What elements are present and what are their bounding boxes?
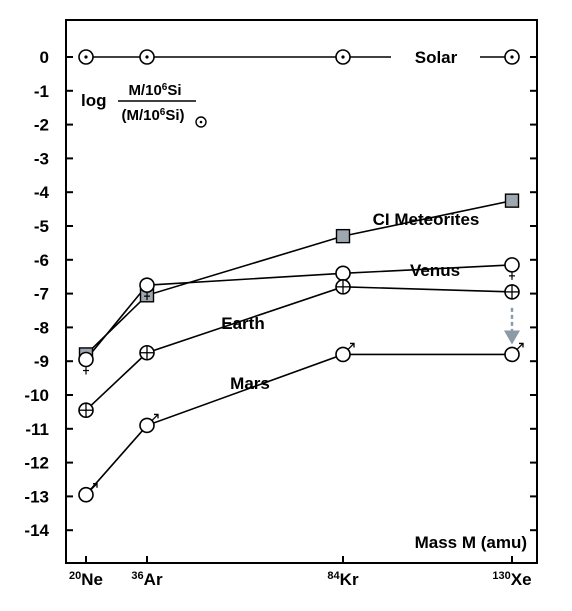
mars-line (85, 353, 512, 496)
y-label-prefix: log (81, 91, 107, 110)
y-label-numerator: M/106Si (128, 82, 181, 99)
mars-point (504, 342, 524, 363)
y-tick-label: -5 (34, 217, 49, 236)
sun-icon-dot (145, 55, 149, 59)
venus-icon (504, 257, 520, 273)
x-tick-label: 84Kr (327, 570, 359, 589)
mars-icon (139, 417, 155, 434)
venus-icon (78, 351, 94, 368)
solar-point (78, 49, 94, 65)
mars-icon-arrow (90, 483, 98, 491)
sun-icon-dot (84, 55, 88, 59)
y-tick-label: -4 (34, 183, 50, 202)
earth-label: Earth (221, 314, 264, 333)
y-tick-label: -1 (34, 82, 49, 101)
venus-point (504, 257, 520, 280)
mars-label: Mars (230, 374, 270, 393)
mars-point (139, 413, 159, 434)
mars-icon-head (93, 483, 98, 488)
mars-icon-arrow (151, 413, 159, 421)
earth-line (85, 286, 513, 411)
y-label-denominator: (M/106Si) (121, 107, 184, 124)
y-tick-label: -10 (24, 386, 49, 405)
y-tick-label: -7 (34, 285, 49, 304)
mars-icon (78, 486, 94, 503)
ci-meteorites-point (504, 193, 520, 208)
venus-icon (139, 277, 155, 293)
mars-icon-arrow (347, 342, 355, 350)
ci-meteorites-line (85, 199, 513, 356)
solar-point (139, 49, 155, 65)
mars-point (78, 483, 98, 503)
sun-icon-dot (199, 120, 203, 124)
x-tick-label: 130Xe (492, 570, 531, 589)
solar-point (335, 49, 351, 65)
x-tick-label: 36Ar (131, 570, 163, 589)
venus-icon (335, 265, 351, 282)
earth-point (335, 279, 351, 295)
venus-label: Venus (410, 261, 460, 280)
y-tick-label: -8 (34, 318, 49, 337)
y-tick-label: -6 (34, 251, 49, 270)
y-tick-label: -12 (24, 454, 49, 473)
ci-meteorites-label: CI Meteorites (373, 210, 480, 229)
sun-icon-dot (341, 55, 345, 59)
square-icon (504, 193, 520, 208)
mars-icon-head (154, 413, 159, 419)
y-tick-label: -14 (24, 521, 49, 540)
mars-icon (504, 346, 520, 363)
dashed-arrow-head (504, 330, 520, 345)
y-tick-label: -13 (24, 487, 49, 506)
sun-icon-dot (510, 55, 514, 59)
earth-point (504, 284, 520, 300)
plot-frame (65, 19, 538, 564)
y-tick-label: -2 (34, 116, 49, 135)
mars-icon-head (350, 342, 355, 348)
mars-point (335, 342, 355, 363)
y-tick-label: -3 (34, 149, 49, 168)
ci-meteorites-point (335, 228, 351, 244)
x-tick-label: 20Ne (69, 570, 103, 589)
venus-line (85, 264, 513, 361)
earth-point (78, 402, 94, 419)
y-tick-label: -9 (34, 352, 49, 371)
earth-point (139, 344, 155, 361)
solar-label: Solar (415, 48, 458, 67)
y-tick-label: 0 (40, 48, 49, 67)
venus-point (78, 351, 94, 375)
mars-icon-head (519, 342, 524, 348)
y-tick-label: -11 (25, 420, 49, 439)
venus-point (139, 277, 155, 301)
x-axis-label: Mass M (amu) (415, 533, 527, 552)
solar-point (504, 49, 520, 65)
square-icon (335, 228, 351, 244)
mars-icon (335, 346, 351, 363)
mars-icon-arrow (516, 342, 524, 350)
y-axis-label: log M/106Si (M/106Si) (81, 82, 207, 128)
